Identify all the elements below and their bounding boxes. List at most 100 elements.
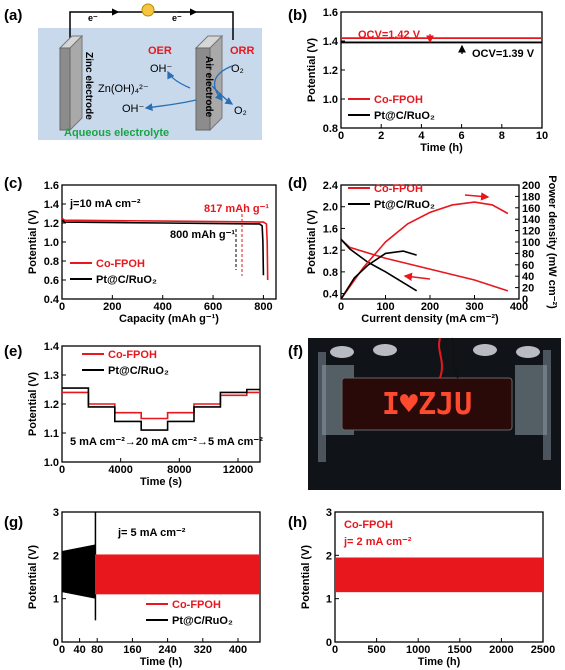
y2-tick-label-d: 200	[522, 180, 540, 192]
oh-top: OH⁻	[150, 63, 173, 75]
y-axis-title-d: Potential (V)	[306, 210, 318, 275]
series-band-g-pt	[62, 544, 95, 599]
x-tick-label-d: 100	[376, 301, 394, 313]
x-tick-label-c: 600	[204, 301, 222, 313]
series-band-g-co	[95, 554, 260, 595]
y2-tick-label-d: 60	[522, 260, 534, 272]
panel-a-schematic: e⁻ e⁻ Zinc electrode Air electrode OER O…	[38, 3, 262, 140]
series-line-c-1	[61, 219, 265, 276]
y-axis-title-h: Potential (V)	[300, 545, 312, 610]
x-tick-label-b: 0	[338, 130, 344, 142]
c-cap2: 800 mAh g⁻¹	[170, 229, 235, 241]
series-line-e-1	[62, 387, 260, 431]
y-tick-label-e: 1.1	[44, 428, 59, 440]
x-tick-label-d: 200	[421, 301, 439, 313]
oh-bottom: OH⁻	[122, 103, 145, 115]
y-tick-label-b: 1.2	[323, 65, 338, 77]
y-tick-label-b: 1.4	[323, 36, 339, 48]
y-tick-label-g: 2	[53, 550, 59, 562]
legend-label: Pt@C/RuO₂	[172, 615, 233, 627]
x-tick-label-b: 8	[499, 130, 505, 142]
series-line-d-1	[340, 238, 418, 292]
x-axis-title-g: Time (h)	[140, 656, 183, 668]
b-ocv1: OCV=1.42 V	[358, 29, 421, 41]
x-tick-label-c: 200	[103, 301, 121, 313]
y-tick-label-b: 1.6	[323, 7, 338, 19]
o2-bottom: O₂	[234, 105, 247, 117]
panel-h-label: (h)	[288, 514, 307, 531]
legend-label: Co-FPOH	[108, 349, 157, 361]
x-tick-label-c: 400	[154, 301, 172, 313]
y2-tick-label-d: 80	[522, 248, 534, 260]
y-tick-label-h: 2	[326, 550, 332, 562]
x-axis-title-e: Time (s)	[140, 476, 182, 488]
y2-tick-label-d: 140	[522, 214, 540, 226]
x-tick-label-g: 0	[59, 644, 65, 656]
y-tick-label-e: 1.4	[44, 341, 60, 353]
h-legend: Co-FPOH	[344, 519, 393, 531]
d-arrow-power	[464, 192, 490, 201]
y-tick-label-d: 2.4	[323, 180, 339, 192]
y-tick-label-h: 3	[326, 507, 332, 519]
y-tick-label-g: 3	[53, 507, 59, 519]
y-tick-label-d: 0.4	[323, 289, 339, 301]
x-tick-label-h: 1000	[406, 644, 430, 656]
y-tick-label-b: 0.8	[323, 123, 338, 135]
x-tick-label-h: 500	[367, 644, 385, 656]
y-tick-label-d: 2.0	[323, 202, 338, 214]
series-line-d-0	[340, 238, 509, 292]
y-tick-label-c: 0.4	[44, 294, 60, 306]
d-arrow-potential	[403, 272, 431, 282]
y-tick-label-c: 0.8	[44, 256, 59, 268]
y2-tick-label-d: 20	[522, 283, 534, 295]
y2-tick-label-d: 120	[522, 226, 540, 238]
y2-axis-title-d: Power density (mW cm⁻²)	[546, 175, 558, 309]
y-tick-label-e: 1.3	[44, 370, 59, 382]
panel-f-photo: I♥ZJU	[308, 337, 561, 490]
y2-tick-label-d: 160	[522, 203, 540, 215]
x-tick-label-d: 0	[338, 301, 344, 313]
x-tick-label-b: 4	[418, 130, 425, 142]
y2-tick-label-d: 40	[522, 271, 534, 283]
x-tick-label-b: 6	[459, 130, 465, 142]
x-axis-title-d: Current density (mA cm⁻²)	[361, 313, 499, 325]
series-line-e-0	[62, 391, 260, 420]
x-tick-label-d: 300	[465, 301, 483, 313]
x-tick-label-e: 8000	[167, 464, 191, 476]
x-tick-label-g: 40	[73, 644, 85, 656]
y-tick-label-c: 1.0	[44, 237, 59, 249]
y2-tick-label-d: 180	[522, 191, 540, 203]
panel-b-label: (b)	[288, 7, 307, 24]
panel-e-label: (e)	[4, 343, 22, 360]
air-label: Air electrode	[203, 56, 214, 118]
panel-g-label: (g)	[4, 514, 23, 531]
bulb-icon	[141, 3, 155, 17]
electron-right: e⁻	[172, 13, 182, 23]
orr-label: ORR	[230, 45, 255, 57]
y-tick-label-g: 0	[53, 637, 59, 649]
y2-tick-label-d: 0	[522, 294, 528, 306]
y-tick-label-e: 1.2	[44, 399, 59, 411]
y-tick-label-h: 0	[326, 637, 332, 649]
o2-top: O₂	[231, 63, 244, 75]
oer-label: OER	[148, 45, 172, 57]
zinc-label: Zinc electrode	[83, 52, 94, 120]
legend-label: Co-FPOH	[172, 599, 221, 611]
panel-f-label: (f)	[288, 343, 303, 360]
panel-c-label: (c)	[4, 175, 22, 192]
y-tick-label-c: 1.6	[44, 180, 59, 192]
electrolyte-label: Aqueous electrolyte	[64, 127, 169, 139]
panel-d-label: (d)	[288, 175, 307, 192]
x-tick-label-e: 0	[59, 464, 65, 476]
x-axis-title-b: Time (h)	[420, 142, 463, 154]
x-tick-label-g: 80	[91, 644, 103, 656]
y-tick-label-b: 1.0	[323, 94, 338, 106]
legend-label: Pt@C/RuO₂	[374, 199, 435, 211]
x-tick-label-h: 2500	[531, 644, 555, 656]
y-tick-label-c: 1.2	[44, 218, 59, 230]
y-axis-title-g: Potential (V)	[27, 545, 39, 610]
g-current: j= 5 mA cm⁻²	[117, 527, 186, 539]
legend-label: Pt@C/RuO₂	[96, 274, 157, 286]
e-steps: 5 mA cm⁻²→20 mA cm⁻²→5 mA cm⁻²	[70, 436, 263, 448]
